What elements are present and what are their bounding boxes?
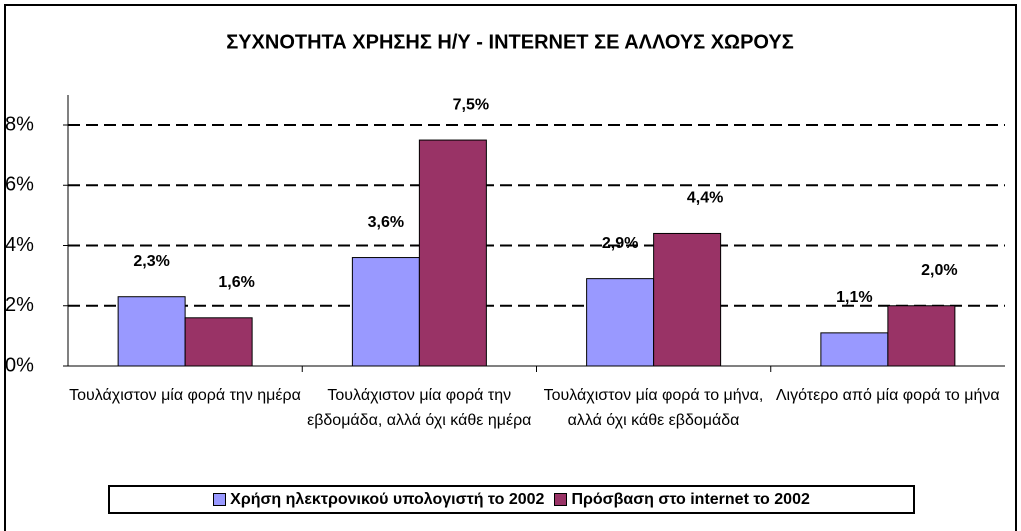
- data-label: 4,4%: [687, 190, 723, 207]
- y-tick-label: 6%: [5, 174, 34, 196]
- bar: [184, 317, 253, 367]
- x-tick-label: Τουλάχιστον μία φορά την ημέρα: [69, 387, 301, 404]
- bar: [117, 296, 186, 367]
- data-label: 7,5%: [453, 96, 489, 113]
- legend-swatch: [213, 493, 227, 506]
- data-label: 2,9%: [602, 235, 638, 252]
- legend: Χρήση ηλεκτρονικού υπολογιστή το 2002 Πρό…: [108, 485, 915, 514]
- bar: [820, 332, 889, 367]
- bar: [586, 278, 655, 367]
- legend-swatch: [554, 493, 568, 506]
- bar: [418, 139, 487, 367]
- x-tick-label: Λιγότερο από μία φορά το μήνα: [775, 387, 1000, 404]
- data-label: 1,1%: [836, 289, 872, 306]
- bar: [653, 232, 722, 367]
- data-label: 2,0%: [921, 262, 957, 279]
- data-label: 1,6%: [218, 274, 254, 291]
- y-tick-label: 4%: [5, 234, 34, 256]
- legend-item: Χρήση ηλεκτρονικού υπολογιστή το 2002: [213, 491, 544, 509]
- legend-item: Πρόσβαση στο internet το 2002: [554, 490, 810, 509]
- chart-frame: [4, 4, 1017, 531]
- data-label: 3,6%: [368, 214, 404, 231]
- chart-title: ΣΥΧΝΟΤΗΤΑ ΧΡΗΣΗΣ Η/Υ - INTERNET ΣΕ ΑΛΛΟΥ…: [226, 31, 794, 53]
- legend-label: Χρήση ηλεκτρονικού υπολογιστή το 2002: [230, 490, 545, 508]
- y-tick-label: 0%: [5, 354, 34, 376]
- data-label: 2,3%: [133, 253, 169, 270]
- bar: [351, 257, 420, 367]
- y-tick-label: 2%: [5, 294, 34, 316]
- y-tick-label: 8%: [5, 113, 34, 135]
- x-tick-label: Τουλάχιστον μία φορά το μήνα, αλλά όχι κ…: [543, 387, 764, 429]
- x-tick-label: Τουλάχιστον μία φορά την εβδομάδα, αλλά …: [307, 387, 532, 429]
- bar: [887, 305, 956, 367]
- legend-label: Πρόσβαση στο internet το 2002: [571, 490, 810, 508]
